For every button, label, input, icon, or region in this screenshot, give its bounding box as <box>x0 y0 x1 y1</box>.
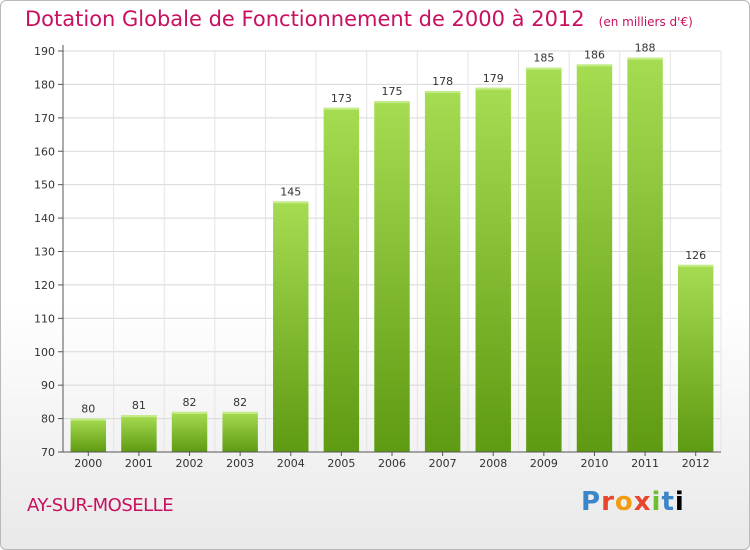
bar <box>273 201 309 452</box>
bar-top-highlight <box>70 418 107 421</box>
bar-top-highlight <box>323 107 360 110</box>
data-label: 188 <box>635 42 656 55</box>
bar <box>576 64 613 452</box>
x-tick-label: 2001 <box>125 457 153 470</box>
data-label: 186 <box>584 48 605 61</box>
y-tick-label: 130 <box>34 246 55 259</box>
y-tick-label: 150 <box>34 179 55 192</box>
x-tick-label: 2003 <box>226 457 254 470</box>
y-tick-label: 110 <box>34 312 55 325</box>
bar <box>323 107 360 452</box>
y-tick-label: 80 <box>41 413 55 426</box>
data-label: 82 <box>233 396 247 409</box>
bar <box>526 67 562 452</box>
bar <box>627 57 663 452</box>
bar-top-highlight <box>374 101 410 104</box>
y-tick-label: 180 <box>34 78 55 91</box>
bar-top-highlight <box>627 57 663 60</box>
x-tick-label: 2002 <box>176 457 204 470</box>
x-tick-label: 2007 <box>429 457 457 470</box>
x-tick-label: 2012 <box>682 457 710 470</box>
axes: 70 80 90 100 110 120 130 140 150 160 170 180 190 2000… <box>34 45 721 470</box>
y-tick-label: 160 <box>34 145 55 158</box>
bar <box>70 418 107 452</box>
bar-top-highlight <box>475 87 511 90</box>
chart-title: Dotation Globale de Fonctionnement de 20… <box>25 7 693 31</box>
data-label: 175 <box>382 85 403 98</box>
x-tick-label: 2000 <box>74 457 102 470</box>
bar-top-highlight <box>576 64 613 67</box>
data-label: 81 <box>132 399 146 412</box>
y-tick-label: 190 <box>34 45 55 58</box>
bar <box>374 101 410 452</box>
x-tick-label: 2010 <box>580 457 608 470</box>
bar <box>171 411 208 452</box>
x-tick-label: 2006 <box>378 457 406 470</box>
bar-top-highlight <box>121 415 157 418</box>
y-tick-label: 140 <box>34 212 55 225</box>
data-label: 82 <box>183 396 197 409</box>
commune-name: AY-SUR-MOSELLE <box>27 495 174 516</box>
x-tick-label: 2005 <box>327 457 355 470</box>
x-tick-label: 2004 <box>277 457 305 470</box>
bars <box>70 57 714 452</box>
x-tick-label: 2009 <box>530 457 558 470</box>
y-tick-label: 100 <box>34 346 55 359</box>
data-label: 185 <box>533 52 554 65</box>
chart-unit: (en milliers d'€) <box>598 15 693 29</box>
proxiti-logo: Proxiti <box>581 487 685 517</box>
bar <box>475 87 511 452</box>
x-tick-label: 2008 <box>479 457 507 470</box>
chart-title-text: Dotation Globale de Fonctionnement de 20… <box>25 7 585 31</box>
bar-top-highlight <box>677 264 714 267</box>
y-tick-label: 120 <box>34 279 55 292</box>
bar-top-highlight <box>222 411 258 414</box>
data-label: 179 <box>483 72 504 85</box>
data-label: 145 <box>280 185 301 198</box>
y-tick-label: 90 <box>41 379 55 392</box>
bar <box>121 415 157 452</box>
data-label: 173 <box>331 92 352 105</box>
y-tick-label: 70 <box>41 446 55 459</box>
x-tick-label: 2011 <box>631 457 659 470</box>
bar-top-highlight <box>526 67 562 70</box>
y-tick-label: 170 <box>34 112 55 125</box>
bar-top-highlight <box>424 91 461 94</box>
bar-top-highlight <box>171 411 208 414</box>
bar <box>222 411 258 452</box>
data-label: 126 <box>685 249 706 262</box>
data-label: 178 <box>432 75 453 88</box>
bar <box>677 264 714 452</box>
labels: 80 81 82 82 145 173 175 178 179 185 186 188 126 <box>81 42 706 416</box>
bar-top-highlight <box>273 201 309 204</box>
data-label: 80 <box>81 403 95 416</box>
bar <box>424 91 461 452</box>
